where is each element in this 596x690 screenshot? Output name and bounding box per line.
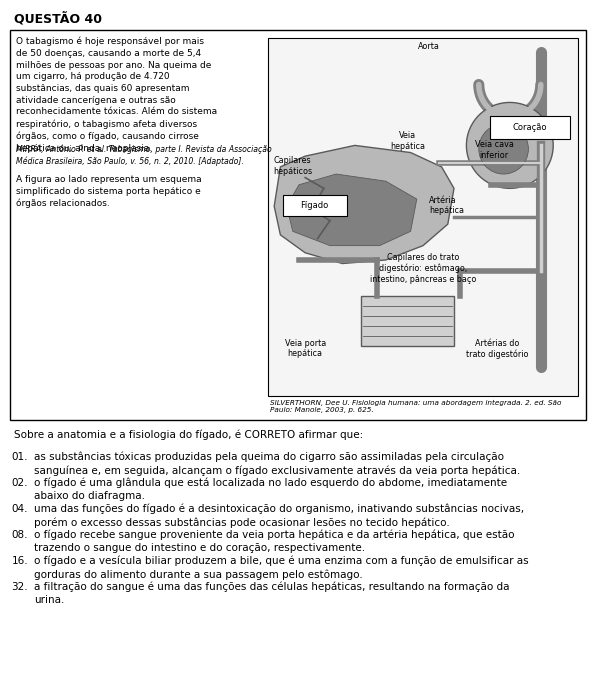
Text: QUESTÃO 40: QUESTÃO 40 bbox=[14, 12, 102, 26]
Text: o fígado recebe sangue proveniente da veia porta hepática e da artéria hepática,: o fígado recebe sangue proveniente da ve… bbox=[34, 530, 514, 553]
Text: Aorta: Aorta bbox=[418, 41, 440, 50]
Text: 08.: 08. bbox=[11, 530, 28, 540]
FancyBboxPatch shape bbox=[283, 195, 346, 216]
Text: 04.: 04. bbox=[11, 504, 28, 514]
Text: Coração: Coração bbox=[513, 123, 547, 132]
Text: Capilares
hepáticos: Capilares hepáticos bbox=[273, 156, 312, 176]
Text: 32.: 32. bbox=[11, 582, 28, 592]
Bar bbox=[361, 296, 454, 346]
Text: Artérias do
trato digestório: Artérias do trato digestório bbox=[466, 339, 529, 359]
Text: o fígado é uma glândula que está localizada no lado esquerdo do abdome, imediata: o fígado é uma glândula que está localiz… bbox=[34, 478, 507, 501]
Text: 16.: 16. bbox=[11, 556, 28, 566]
Text: A figura ao lado representa um esquema
simplificado do sistema porta hepático e
: A figura ao lado representa um esquema s… bbox=[16, 175, 201, 208]
Text: Veia cava
inferior: Veia cava inferior bbox=[475, 140, 514, 160]
Text: 01.: 01. bbox=[11, 452, 28, 462]
Text: uma das funções do fígado é a desintoxicação do organismo, inativando substância: uma das funções do fígado é a desintoxic… bbox=[34, 504, 524, 528]
Bar bbox=[10, 30, 586, 420]
Text: Artéria
hepática: Artéria hepática bbox=[429, 195, 464, 215]
Text: as substâncias tóxicas produzidas pela queima do cigarro são assimiladas pela ci: as substâncias tóxicas produzidas pela q… bbox=[34, 452, 520, 475]
Text: Sobre a anatomia e a fisiologia do fígado, é CORRETO afirmar que:: Sobre a anatomia e a fisiologia do fígad… bbox=[14, 430, 363, 440]
Text: Fígado: Fígado bbox=[300, 201, 328, 210]
Polygon shape bbox=[274, 146, 454, 264]
Text: SILVERTHORN, Dee U. Fisiologia humana: uma abordagem integrada. 2. ed. São
Paulo: SILVERTHORN, Dee U. Fisiologia humana: u… bbox=[270, 400, 561, 413]
Text: o fígado e a vesícula biliar produzem a bile, que é uma enzima com a função de e: o fígado e a vesícula biliar produzem a … bbox=[34, 556, 529, 580]
Text: Veia porta
hepática: Veia porta hepática bbox=[284, 339, 326, 359]
Text: 02.: 02. bbox=[11, 478, 28, 488]
Text: O tabagismo é hoje responsável por mais
de 50 doenças, causando a morte de 5,4
m: O tabagismo é hoje responsável por mais … bbox=[16, 37, 217, 152]
Bar bbox=[268, 38, 578, 396]
Text: a filtração do sangue é uma das funções das células hepáticas, resultando na for: a filtração do sangue é uma das funções … bbox=[34, 582, 510, 605]
FancyBboxPatch shape bbox=[490, 116, 570, 139]
Text: MIRRA, Antônio P. et al. Tabagismo, parte I. Revista da Associação
Médica Brasil: MIRRA, Antônio P. et al. Tabagismo, part… bbox=[16, 145, 272, 166]
Ellipse shape bbox=[479, 124, 529, 174]
Text: Capilares do trato
digestório: estômago,
intestino, pâncreas e baço: Capilares do trato digestório: estômago,… bbox=[370, 253, 476, 284]
Ellipse shape bbox=[467, 102, 553, 188]
Polygon shape bbox=[287, 174, 417, 246]
Text: Veia
hepática: Veia hepática bbox=[390, 131, 425, 151]
